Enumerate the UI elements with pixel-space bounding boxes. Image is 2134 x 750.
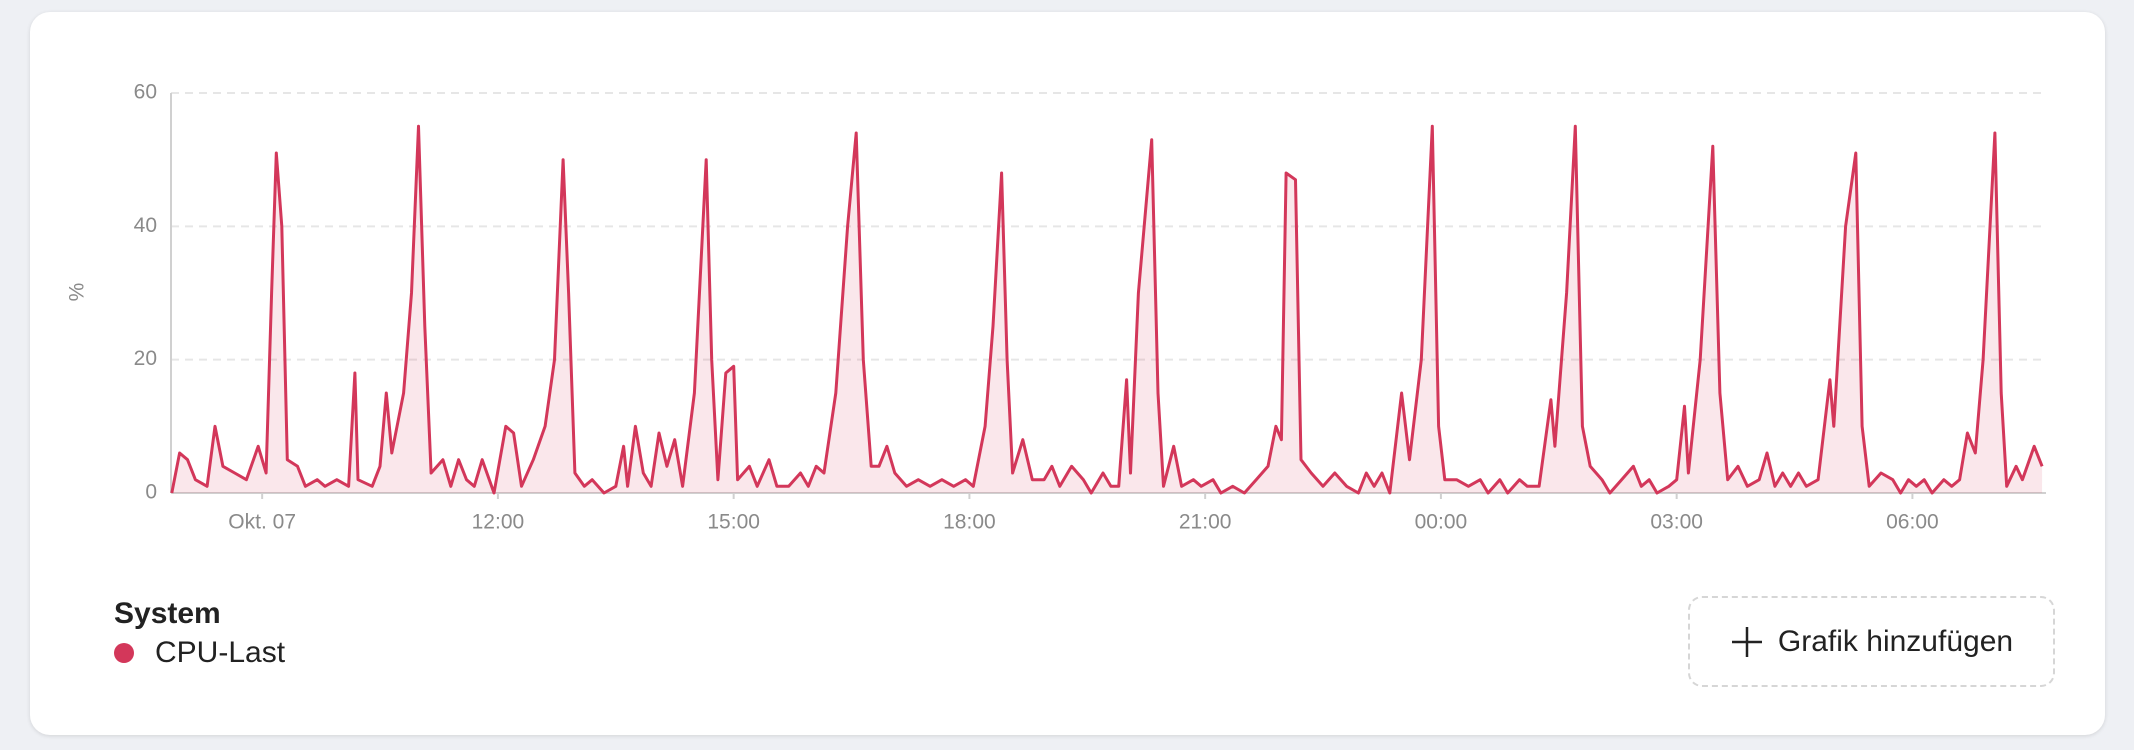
card	[30, 12, 2105, 735]
legend-marker	[114, 643, 134, 663]
x-tick-label: 03:00	[1650, 511, 1703, 534]
x-tick-label: 18:00	[943, 511, 996, 534]
x-tick-label: 06:00	[1886, 511, 1939, 534]
y-tick-label: 20	[134, 347, 157, 370]
x-tick-label: 12:00	[472, 511, 525, 534]
y-tick-label: 40	[134, 214, 157, 237]
legend-title: System	[114, 597, 221, 630]
legend-entry[interactable]: CPU-Last	[155, 636, 286, 669]
line	[170, 124, 2044, 495]
x-tick-label: 21:00	[1179, 511, 1232, 534]
area-fill	[171, 126, 2043, 494]
y-axis-label: %	[66, 283, 89, 302]
add-chart-label: Grafik hinzufügen	[1777, 624, 2014, 658]
add-chart-button[interactable]: Grafik hinzufügen	[1688, 596, 2055, 687]
x-tick-label: 00:00	[1415, 511, 1468, 534]
x-tick-label: Okt. 07	[228, 511, 296, 534]
y-tick-label: 0	[145, 481, 157, 504]
y-tick-label: 60	[134, 81, 157, 104]
plus-icon	[1731, 626, 1762, 657]
x-tick-label: 15:00	[707, 511, 760, 534]
